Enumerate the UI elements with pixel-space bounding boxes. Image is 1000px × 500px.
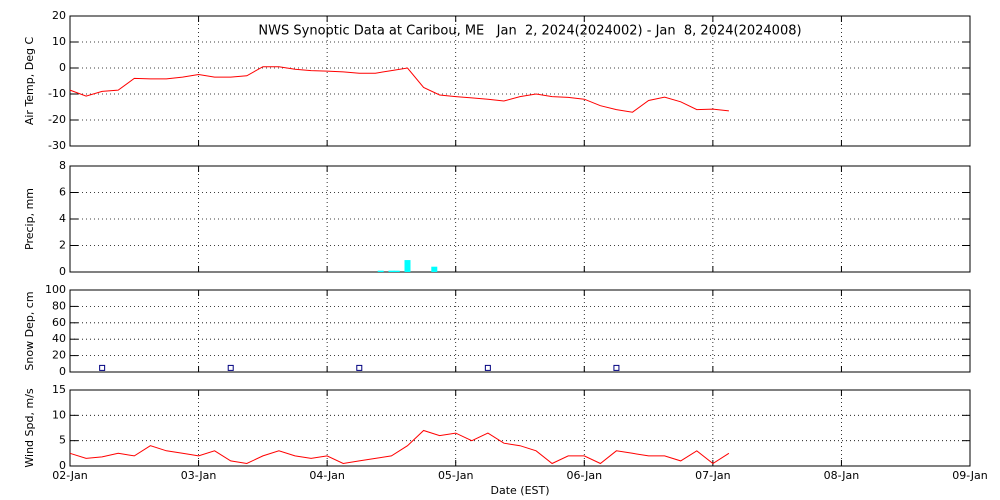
x-axis-label: Date (EST) <box>490 484 549 497</box>
bar <box>431 266 438 272</box>
y-tick-label: 6 <box>59 186 66 199</box>
x-tick-label: 06-Jan <box>567 469 603 482</box>
y-tick-label: 0 <box>59 365 66 378</box>
y-tick-label: 100 <box>45 283 66 296</box>
y-tick-label: 40 <box>52 332 66 345</box>
y-tick-label: 10 <box>52 408 66 421</box>
y-tick-label: 2 <box>59 239 66 252</box>
y-tick-label: -10 <box>48 87 66 100</box>
y-axis-label: Wind Spd, m/s <box>23 388 36 468</box>
y-tick-label: 0 <box>59 459 66 472</box>
y-tick-label: 15 <box>52 383 66 396</box>
chart-title: NWS Synoptic Data at Caribou, ME Jan 2, … <box>258 24 801 39</box>
y-tick-label: 0 <box>59 61 66 74</box>
y-tick-label: -30 <box>48 139 66 152</box>
y-axis-label: Precip, mm <box>23 188 36 250</box>
point <box>613 364 620 371</box>
point <box>227 364 234 371</box>
x-tick-label: 03-Jan <box>181 469 217 482</box>
y-tick-label: 80 <box>52 299 66 312</box>
x-tick-label: 07-Jan <box>695 469 731 482</box>
y-tick-label: 10 <box>52 35 66 48</box>
y-axis-label: Air Temp, Deg C <box>23 37 36 126</box>
plot-frame <box>69 289 971 373</box>
y-tick-label: 4 <box>59 212 66 225</box>
x-tick-label: 05-Jan <box>438 469 474 482</box>
point <box>484 364 491 371</box>
y-tick-label: -20 <box>48 113 66 126</box>
y-tick-label: 5 <box>59 434 66 447</box>
y-tick-label: 8 <box>59 159 66 172</box>
x-tick-label: 04-Jan <box>309 469 345 482</box>
bar <box>404 260 411 272</box>
data-line <box>69 66 729 113</box>
plot-frame <box>69 15 971 147</box>
data-line <box>69 429 730 465</box>
y-tick-label: 20 <box>52 349 66 362</box>
x-tick-label: 08-Jan <box>824 469 860 482</box>
bar <box>393 270 400 272</box>
point <box>356 364 363 371</box>
y-axis-label: Snow Dep, cm <box>23 291 36 370</box>
y-tick-label: 60 <box>52 316 66 329</box>
plot-frame <box>69 389 971 467</box>
plot-frame <box>69 165 971 273</box>
y-tick-label: 0 <box>59 265 66 278</box>
bar <box>388 270 395 272</box>
y-tick-label: 20 <box>52 9 66 22</box>
point <box>99 364 106 371</box>
x-tick-label: 02-Jan <box>52 469 88 482</box>
bar <box>377 270 384 272</box>
x-tick-label: 09-Jan <box>952 469 988 482</box>
